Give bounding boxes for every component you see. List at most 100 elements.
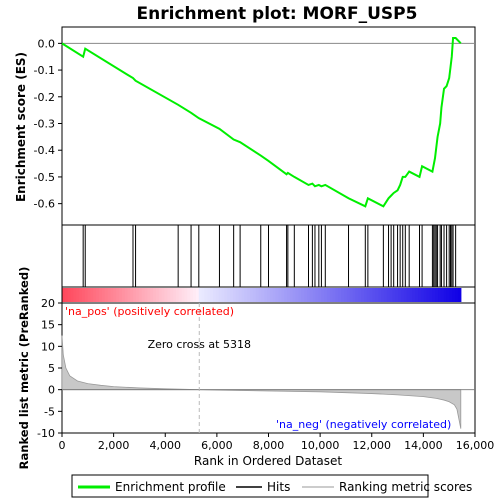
heatbar-cell (287, 288, 291, 302)
legend-box (71, 474, 429, 498)
heatbar-cell (426, 288, 431, 302)
heatbar-cell (372, 288, 376, 302)
heatbar-cell (87, 288, 92, 302)
heatbar-cell (212, 288, 217, 302)
metric-y-tick-label: -5 (44, 405, 55, 418)
heatbar-cell (252, 288, 257, 302)
metric-y-tick-label: 10 (41, 340, 55, 353)
x-tick-label: 16,000 (456, 439, 495, 452)
legend-label-metric: Ranking metric scores (339, 480, 472, 494)
heatbar-cell (267, 288, 271, 302)
heatbar-cell (395, 288, 399, 302)
heatbar-cell (400, 288, 405, 302)
heatbar-cell (309, 288, 314, 302)
heatbar-cell (386, 288, 391, 302)
heatbar-cell (264, 288, 268, 302)
heatbar-cell (230, 288, 234, 302)
metric-y-axis-label: Ranked list metric (PreRanked) (17, 267, 31, 470)
heatbar-cell (298, 288, 302, 302)
heatbar-cell (301, 288, 305, 302)
heatbar-cell (378, 288, 382, 302)
heatbar-cell (170, 288, 174, 302)
heatbar-cell (121, 288, 126, 302)
heatbar-cell (255, 288, 260, 302)
heatbar-cell (281, 288, 285, 302)
enrichment-profile-line (61, 37, 462, 208)
heatbar-cell (147, 288, 151, 302)
heatbar-cell (432, 288, 436, 302)
heatbar-cell (261, 288, 265, 302)
heatbar-cell (349, 288, 354, 302)
heatbar-cell (321, 288, 325, 302)
heatbar-cell (315, 288, 319, 302)
heatbar-cell (133, 288, 137, 302)
negative-label: 'na_neg' (negatively correlated) (276, 418, 451, 431)
ranking-heatbar (62, 288, 462, 302)
heatbar-cell (318, 288, 322, 302)
heatbar-cell (184, 288, 188, 302)
heatbar-cell (144, 288, 149, 302)
metric-y-tick-label: 15 (41, 319, 55, 332)
heatbar-cell (178, 288, 183, 302)
heatbar-cell (138, 288, 143, 302)
heatbar-cell (352, 288, 357, 302)
heatbar-cell (104, 288, 109, 302)
legend-label-hits: Hits (267, 480, 290, 494)
ranking-metric-fill (61, 335, 462, 429)
chart-title: Enrichment plot: MORF_USP5 (137, 4, 418, 24)
heatbar-cell (278, 288, 282, 302)
heatbar-cell (232, 288, 237, 302)
heatbar-cell (101, 288, 106, 302)
x-tick-label: 4,000 (150, 439, 182, 452)
heatbar-cell (141, 288, 146, 302)
legend: Enrichment profile Hits Ranking metric s… (71, 474, 472, 498)
heatbar-cell (269, 288, 274, 302)
heatbar-cell (175, 288, 180, 302)
heatbar-cell (124, 288, 129, 302)
heatbar-cell (167, 288, 171, 302)
heatbar-cell (455, 288, 459, 302)
heatbar-cell (118, 288, 123, 302)
heatbar-cell (275, 288, 280, 302)
heatbar-cell (130, 288, 134, 302)
heatbar-cell (361, 288, 365, 302)
heatbar-cell (127, 288, 131, 302)
heatbar-cell (443, 288, 448, 302)
x-tick-label: 6,000 (201, 439, 233, 452)
x-tick-label: 14,000 (404, 439, 443, 452)
es-y-tick-label: -0.3 (34, 118, 55, 131)
heatbar-cell (221, 288, 225, 302)
heatbar-cell (457, 288, 462, 302)
heatbar-cell (398, 288, 402, 302)
heatbar-cell (415, 288, 419, 302)
heatbar-cell (116, 288, 120, 302)
heatbar-cell (258, 288, 263, 302)
metric-y-tick-label: 20 (41, 297, 55, 310)
heatbar-cell (358, 288, 362, 302)
heatbar-cell (173, 288, 177, 302)
legend-label-profile: Enrichment profile (115, 480, 226, 494)
heatbar-cell (247, 288, 251, 302)
heatbar-cell (164, 288, 168, 302)
hits-marks (82, 225, 457, 287)
heatbar-cell (332, 288, 337, 302)
heatbar-cell (110, 288, 114, 302)
heatbar-cell (344, 288, 348, 302)
es-y-tick-label: -0.2 (34, 91, 55, 104)
es-panel (61, 26, 476, 226)
heatbar-cell (381, 288, 385, 302)
zero-cross-label: Zero cross at 5318 (148, 338, 251, 351)
heatbar-cell (435, 288, 439, 302)
heatbar-cell (406, 288, 411, 302)
heatbar-cell (218, 288, 223, 302)
heatbar-cell (420, 288, 425, 302)
heatbar-cell (295, 288, 300, 302)
heatbar-cell (195, 288, 200, 302)
heatbar-cell (64, 288, 69, 302)
heatbar-cell (62, 288, 66, 302)
heatbar-cell (306, 288, 311, 302)
es-y-ticks: 0.0 -0.1 -0.2 -0.3 -0.4 -0.5 -0.6 (34, 37, 62, 211)
heatbar-cell (113, 288, 117, 302)
metric-y-tick-label: 5 (48, 362, 55, 375)
heatbar-cell (375, 288, 379, 302)
